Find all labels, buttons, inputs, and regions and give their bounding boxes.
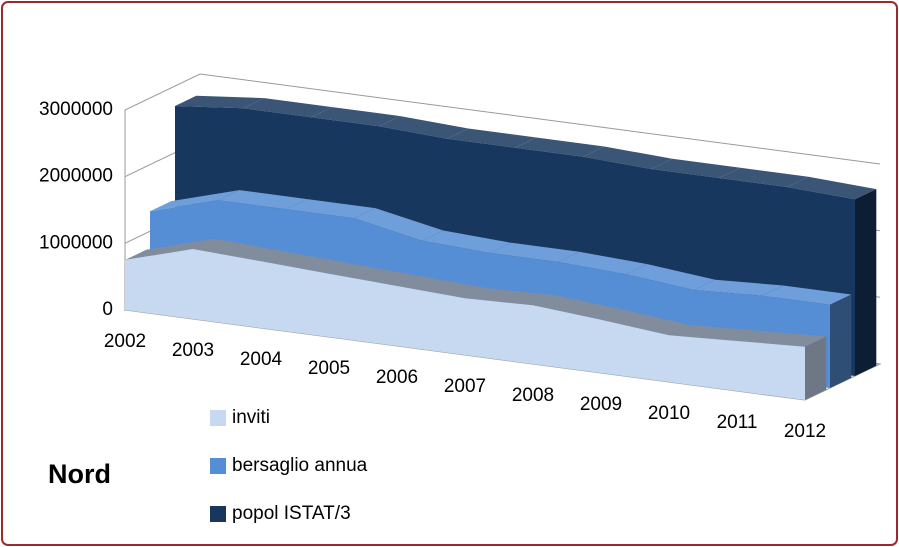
area-top: [175, 95, 265, 109]
legend-swatch: [210, 410, 226, 426]
area-side: [855, 189, 877, 376]
area-top: [601, 309, 691, 336]
legend-label: popol ISTAT/3: [232, 503, 351, 524]
y-tick-label: 3000000: [39, 99, 113, 120]
x-tick-label: 2003: [172, 340, 214, 361]
area-top: [150, 190, 240, 212]
area-top: [533, 295, 623, 320]
area-top: [311, 107, 401, 127]
x-tick-label: 2002: [104, 331, 146, 352]
area-top: [261, 251, 351, 274]
area-top: [218, 190, 308, 210]
x-tick-label: 2011: [717, 412, 758, 433]
area-top: [286, 199, 376, 219]
area-top: [669, 325, 759, 341]
area-top: [379, 116, 469, 139]
area: [125, 249, 805, 400]
area-top: [447, 128, 537, 148]
x-tick-label: 2006: [376, 367, 418, 388]
legend-swatch: [210, 458, 226, 474]
area-top: [694, 279, 784, 296]
grid-line: [124, 73, 881, 165]
area-top: [651, 158, 741, 178]
area-top: [515, 137, 605, 157]
area-top: [719, 167, 809, 187]
area-top: [354, 208, 444, 241]
x-tick-label: 2010: [648, 403, 690, 424]
x-tick-label: 2005: [308, 358, 350, 379]
area-top: [762, 285, 852, 305]
legend-label: inviti: [232, 407, 270, 428]
area-top: [583, 146, 673, 169]
legend-swatch: [210, 506, 226, 522]
area-top: [422, 230, 512, 253]
area-side: [830, 294, 852, 388]
area-top: [125, 238, 215, 260]
x-tick-label: 2008: [512, 385, 554, 406]
x-tick-label: 2012: [784, 421, 826, 442]
area-top: [465, 288, 555, 306]
legend-label: bersaglio annua: [232, 455, 368, 476]
area-top: [626, 264, 716, 290]
area-top: [737, 330, 827, 347]
x-tick-label: 2007: [444, 376, 486, 397]
area-top: [243, 98, 333, 118]
y-tick-label: 2000000: [39, 166, 113, 187]
area-top: [558, 251, 648, 275]
area-top: [193, 238, 283, 262]
area-top: [787, 176, 877, 200]
chart-title: Nord: [48, 459, 111, 489]
area-top: [397, 275, 487, 299]
x-tick-label: 2004: [240, 349, 283, 370]
area-side: [805, 336, 827, 400]
area-top: [329, 263, 419, 286]
y-tick-label: 0: [102, 299, 113, 320]
y-tick-label: 1000000: [39, 232, 113, 253]
x-tick-label: 2009: [580, 394, 622, 415]
area-top: [490, 242, 580, 262]
